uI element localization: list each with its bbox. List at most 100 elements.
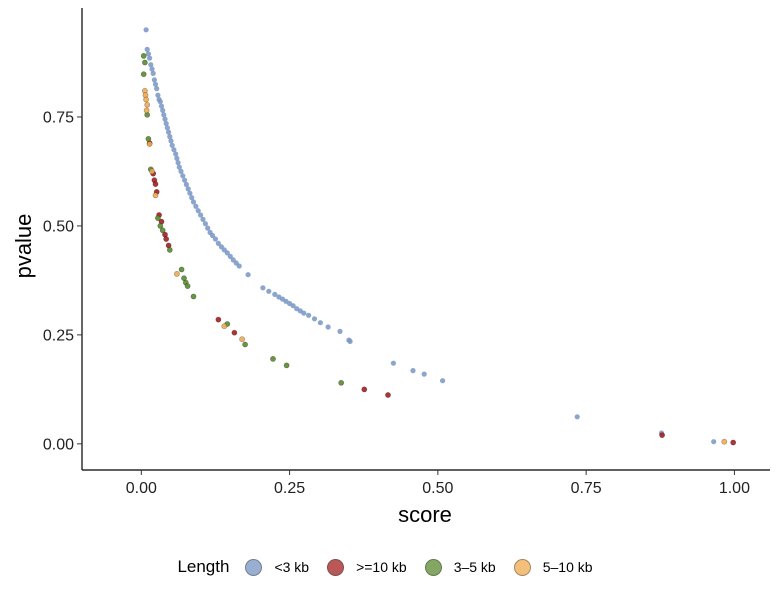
data-point [306, 312, 312, 318]
x-tick-label: 0.50 [422, 480, 453, 497]
data-point [440, 378, 446, 384]
series-2 [140, 53, 345, 386]
data-point [231, 329, 238, 336]
data-point [337, 328, 343, 334]
data-point [574, 414, 580, 420]
data-point [421, 371, 427, 377]
data-point [141, 59, 148, 66]
data-point [171, 147, 177, 153]
data-point [283, 362, 290, 369]
data-point [145, 51, 151, 57]
data-point [149, 168, 155, 175]
legend-swatch [513, 558, 531, 576]
data-point [270, 355, 276, 362]
data-point [154, 215, 161, 221]
legend-item-lt3kb: <3 kb [245, 558, 310, 576]
data-point [410, 368, 416, 374]
x-tick-label: 0.25 [274, 480, 305, 497]
data-point [202, 221, 208, 227]
data-point [173, 270, 180, 277]
legend-swatch [327, 558, 345, 576]
legend-label: 5–10 kb [542, 559, 593, 575]
data-point [146, 141, 153, 147]
data-point [659, 432, 665, 438]
y-axis-title: pvalue [11, 214, 36, 279]
data-point [166, 246, 173, 253]
data-point [730, 439, 737, 446]
data-point [143, 27, 149, 33]
data-point [227, 253, 233, 259]
data-point [160, 107, 166, 113]
data-point [385, 392, 391, 398]
data-point [190, 293, 197, 300]
data-point [209, 232, 216, 239]
legend-item-5-10kb: 5–10 kb [513, 558, 593, 576]
x-axis-title: score [398, 502, 452, 527]
data-point [140, 53, 147, 59]
data-point [147, 55, 153, 61]
y-tick-label: 0.50 [43, 218, 74, 235]
data-point [163, 236, 170, 242]
data-point [144, 46, 150, 53]
data-point [187, 190, 193, 196]
data-point [290, 303, 296, 309]
data-point [205, 225, 211, 231]
data-point [390, 360, 396, 366]
data-point [166, 129, 172, 135]
data-point [180, 173, 186, 179]
data-point [152, 181, 159, 187]
data-point [143, 107, 150, 114]
data-point [325, 324, 331, 330]
data-point [157, 99, 163, 105]
legend-label: >=10 kb [356, 559, 407, 575]
data-point [161, 112, 167, 118]
y-tick-label: 0.25 [43, 327, 74, 344]
x-tick-label: 0.00 [126, 480, 157, 497]
data-point [317, 320, 323, 326]
series-0 [143, 27, 717, 445]
data-point [193, 203, 199, 209]
series-3 [141, 87, 728, 445]
legend-label: 3–5 kb [453, 559, 496, 575]
data-point [361, 386, 368, 393]
data-point [154, 86, 160, 92]
data-point [195, 208, 201, 214]
data-point [224, 250, 230, 256]
legend-swatch [424, 558, 442, 576]
data-point [198, 212, 204, 218]
data-point [162, 116, 168, 122]
data-point [168, 138, 174, 144]
data-point [189, 195, 195, 201]
data-point [190, 199, 197, 205]
data-point [151, 77, 157, 83]
data-point [149, 66, 155, 72]
data-point [200, 216, 206, 222]
data-point [158, 103, 165, 109]
data-point [711, 439, 717, 445]
data-point [144, 101, 151, 108]
data-point [221, 323, 228, 330]
data-point [157, 222, 164, 229]
data-point [272, 291, 278, 297]
data-point [236, 263, 242, 269]
data-point [347, 338, 353, 344]
series-1 [146, 140, 737, 446]
legend: Length <3 kb >=10 kb 3–5 kb 5–10 kb [0, 552, 780, 582]
legend-item-ge10kb: >=10 kb [327, 558, 407, 576]
data-point [215, 240, 221, 246]
data-point [178, 168, 184, 174]
legend-label: <3 kb [274, 559, 310, 575]
data-point [183, 181, 189, 188]
data-point [155, 92, 161, 98]
legend-item-3-5kb: 3–5 kb [424, 558, 496, 576]
x-tick-label: 1.00 [719, 480, 750, 497]
data-point [140, 71, 147, 78]
data-point [212, 236, 218, 242]
y-tick-label: 0.00 [43, 436, 74, 453]
data-point [148, 62, 154, 68]
data-point [175, 160, 181, 166]
data-point [169, 142, 175, 148]
data-point [159, 227, 166, 234]
data-point [721, 438, 728, 445]
points-layer [140, 27, 737, 446]
